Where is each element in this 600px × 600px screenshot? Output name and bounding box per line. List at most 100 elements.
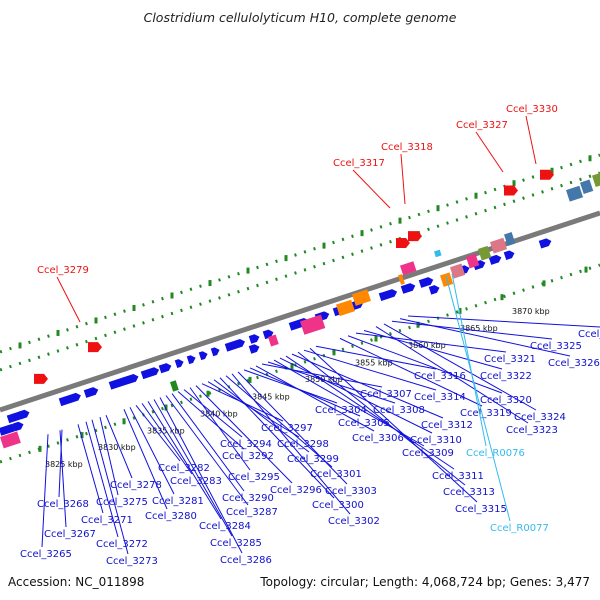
gene-label: Ccel_3271 [81, 515, 133, 526]
gene-leader-line [255, 365, 375, 432]
gene-label: Ccel_3305 [338, 418, 390, 429]
gene-leader-line [183, 389, 243, 438]
gene-label: Ccel_3311 [432, 471, 484, 482]
gene-leader-line [309, 347, 478, 503]
gene-label: Ccel_3306 [352, 433, 404, 444]
gene-label: Ccel_3325 [530, 341, 582, 352]
feature-box-pink [466, 253, 480, 269]
gene-leader-line [347, 335, 503, 394]
gene-label: Ccel_3316 [414, 371, 466, 382]
gene-leader-line [279, 357, 433, 434]
gene-leader-line [291, 353, 444, 419]
gene-leader-line [225, 375, 333, 468]
callout-line [400, 153, 406, 205]
highlighted-gene-marker [540, 169, 554, 180]
gene-leader-line [219, 377, 335, 499]
gene-leader-line [147, 401, 222, 520]
gene-label: Ccel_3320 [480, 395, 532, 406]
ruler-label: 3835 kbp [147, 427, 185, 436]
feature-box-green [169, 380, 179, 392]
gene-leader-line [285, 355, 455, 470]
accession-label: Accession: NC_011898 [8, 575, 145, 589]
cds-gene-arrow [224, 339, 246, 352]
gene-label: Ccel_3294 [220, 439, 272, 450]
cds-gene-arrow [248, 334, 260, 344]
gene-leader-line [135, 405, 181, 462]
gene-leader-line [58, 429, 63, 498]
cds-gene-arrow-shape [186, 355, 196, 365]
cds-gene-arrow-shape [248, 334, 260, 344]
gene-label: Ccel_3303 [325, 486, 377, 497]
gene-leader-line [363, 330, 503, 370]
feature-box-steel [566, 185, 584, 202]
gene-label: Ccel_3298 [277, 439, 329, 450]
feature-box-steel [580, 179, 594, 194]
callout-line [352, 169, 391, 209]
callout-line [525, 115, 537, 165]
cds-gene-arrow-shape [418, 277, 434, 288]
gene-label: Ccel_3309 [402, 448, 454, 459]
gene-label: Ccel_3301 [310, 469, 362, 480]
gene-leader-line [399, 318, 571, 357]
rna-leader-line [445, 275, 511, 522]
feature-box-steel [504, 232, 516, 246]
cds-gene-arrow-shape [18, 409, 30, 420]
gene-label: Ccel_3295 [228, 472, 280, 483]
gene-leader-line [195, 385, 293, 484]
gene-leader-line [355, 332, 507, 353]
gene-label: Ccel_3326 [548, 358, 600, 369]
cds-gene-arrow [210, 347, 220, 357]
gene-leader-line [391, 320, 553, 340]
cds-gene-arrow-shape [198, 351, 208, 361]
gene-label: Ccel_3308 [373, 405, 425, 416]
gene-label: Ccel_3310 [410, 435, 462, 446]
highlighted-gene-marker [408, 231, 422, 242]
gene-label: Ccel_3300 [312, 500, 364, 511]
cds-gene-arrow [108, 373, 139, 390]
gene-label: Ccel_3272 [96, 539, 148, 550]
highlighted-gene-marker [34, 373, 48, 384]
gene-label: Ccel_3315 [455, 504, 507, 515]
map-title: Clostridium cellulolyticum H10, complete… [143, 10, 457, 25]
highlighted-gene-marker [396, 238, 410, 249]
cds-gene-arrow-shape [538, 238, 552, 249]
gene-leader-line [303, 349, 437, 391]
cds-gene-arrow [186, 355, 196, 365]
gene-leader-line [41, 434, 49, 548]
gene-leader-line [261, 363, 383, 388]
feature-box-pink [300, 314, 326, 335]
cds-gene-arrow-shape [488, 254, 502, 265]
gene-leader-line [91, 419, 129, 555]
ruler-label: 3860 kbp [408, 341, 446, 350]
cds-gene-arrow-shape [503, 250, 515, 260]
feature-box-orange [352, 289, 371, 306]
feature-box-orange [336, 299, 355, 317]
cds-gene-arrow [0, 423, 18, 436]
gene-leader-line [237, 371, 348, 485]
gene-leader-line [85, 421, 119, 538]
gene-leader-line [315, 345, 437, 370]
cds-gene-arrow-shape [378, 289, 398, 302]
rna-feature-box [434, 249, 442, 258]
gene-label: Ccel_3323 [506, 425, 558, 436]
gene-label: Ccel_3286 [220, 555, 272, 566]
gene-label: Ccel_3296 [270, 485, 322, 496]
gene-leader-line [141, 403, 193, 475]
highlighted-gene-label: Ccel_3318 [381, 142, 433, 153]
gene-label: Ccel_3312 [421, 420, 473, 431]
gene-label: Ccel_3285 [210, 538, 262, 549]
ruler-label: 3845 kbp [252, 392, 290, 401]
cds-gene-arrow-shape [158, 363, 172, 374]
feature-box-pink [400, 261, 417, 276]
ruler-label: 3830 kbp [98, 443, 136, 452]
cds-gene-arrow [400, 283, 416, 294]
gene-label: Ccel_3290 [222, 493, 274, 504]
cds-gene-arrow-shape [248, 344, 260, 354]
cds-gene-arrow [538, 238, 552, 249]
highlighted-gene-label: Ccel_3330 [506, 104, 558, 115]
gene-leader-line [171, 393, 245, 492]
cds-gene-arrow [378, 289, 398, 302]
highlighted-gene-label: Ccel_3279 [37, 265, 89, 276]
